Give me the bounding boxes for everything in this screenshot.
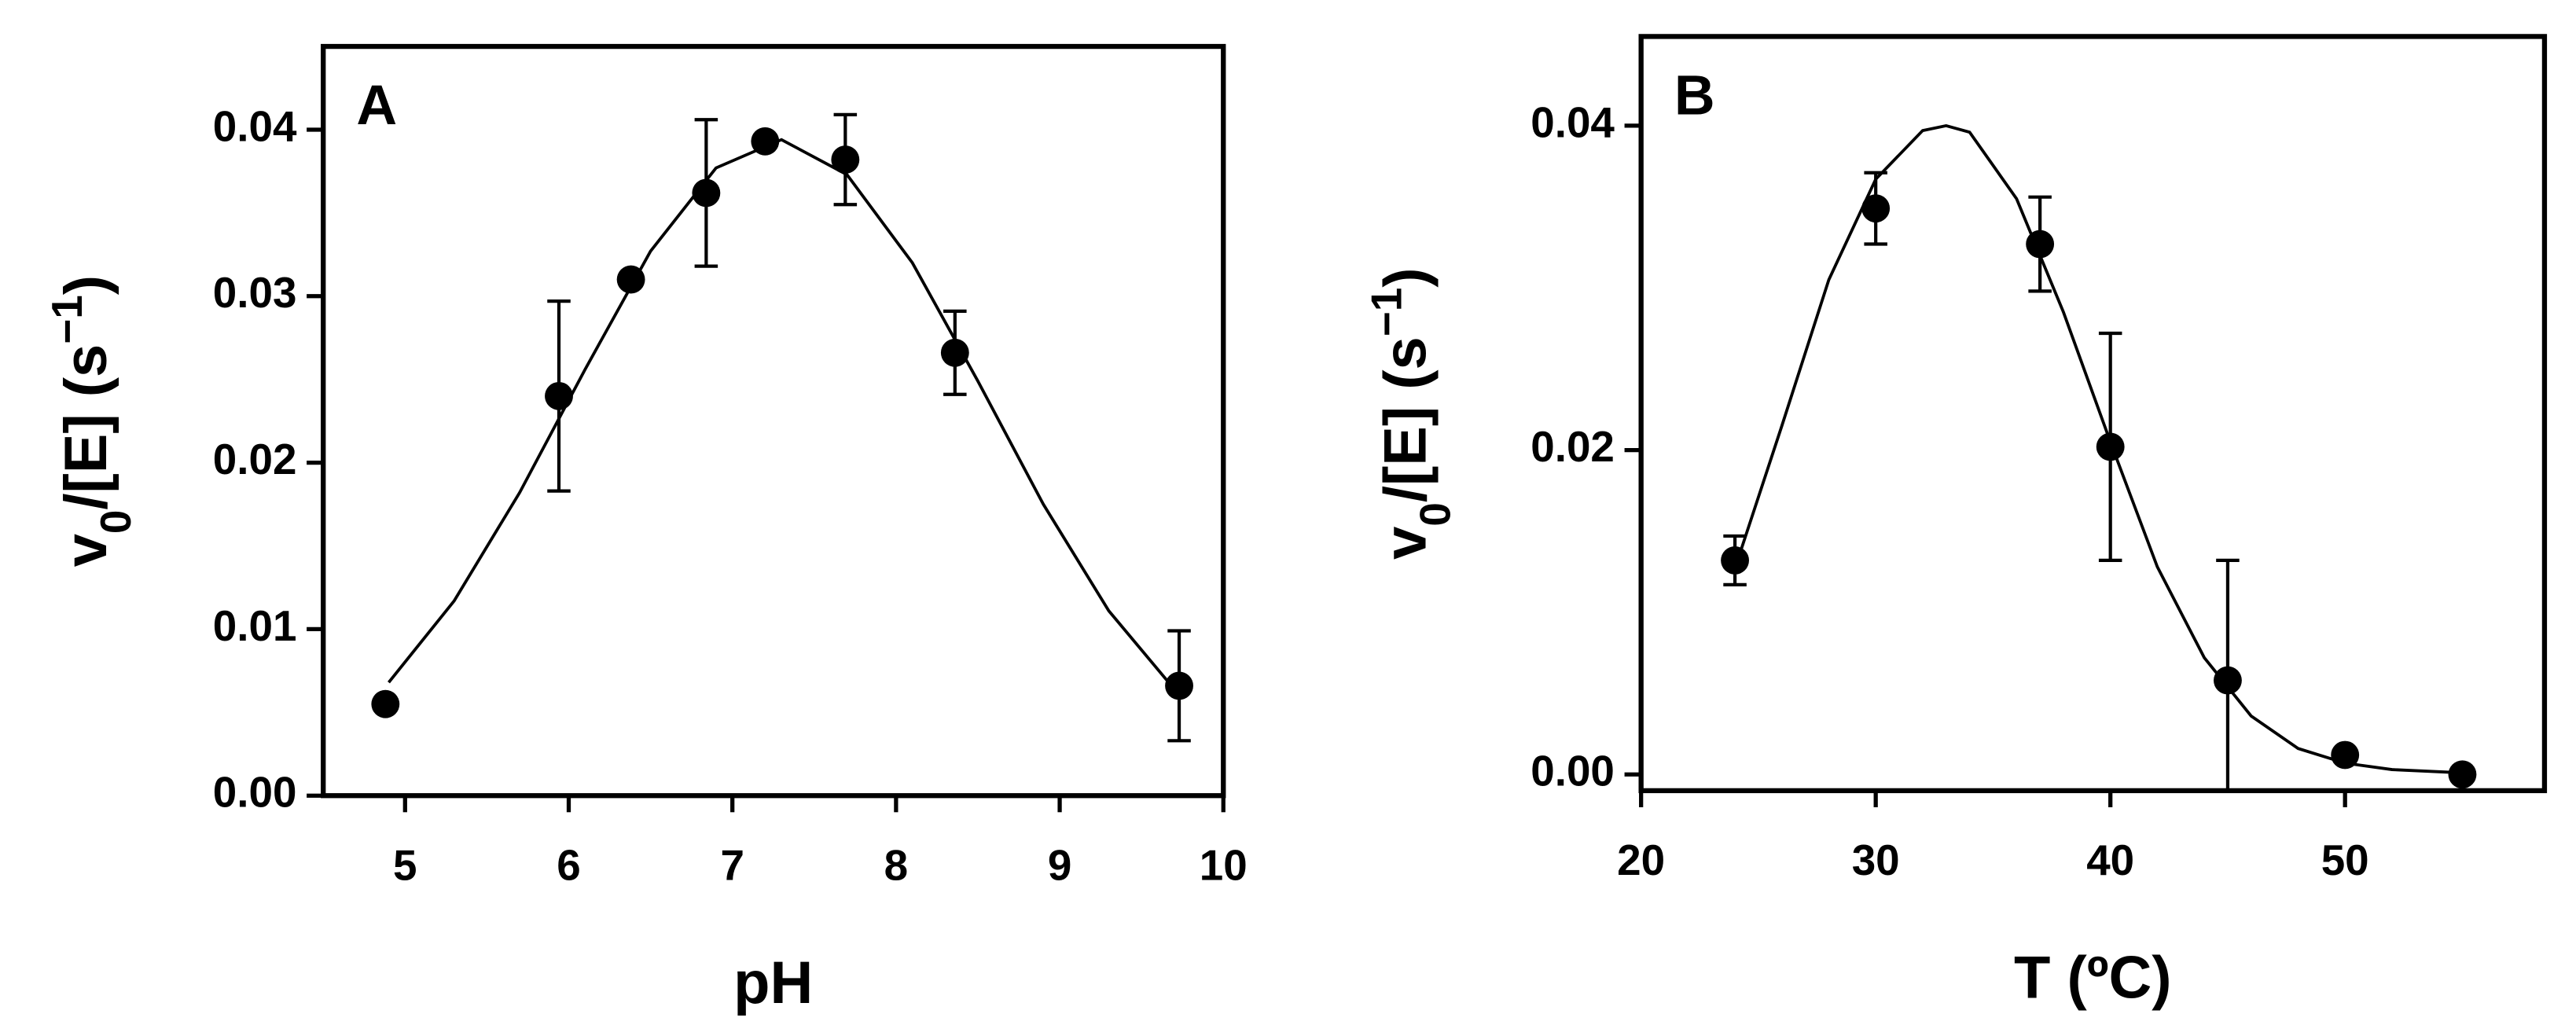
y-axis-label-part: v bbox=[1373, 527, 1439, 560]
y-tick-label: 0.00 bbox=[1531, 747, 1615, 795]
x-tick-label: 9 bbox=[1048, 840, 1071, 889]
x-tick-label: 6 bbox=[557, 840, 580, 889]
y-axis-label-part: /[E] (s bbox=[1373, 336, 1439, 502]
y-axis-label-part: /[E] (s bbox=[53, 344, 119, 510]
x-tick-label: 10 bbox=[1200, 840, 1248, 889]
data-point bbox=[2214, 666, 2242, 695]
x-axis-label: T (ºC) bbox=[2014, 944, 2172, 1011]
data-point bbox=[371, 689, 400, 718]
data-point bbox=[2331, 740, 2360, 770]
data-point bbox=[616, 265, 645, 294]
x-tick-label: 40 bbox=[2086, 836, 2134, 884]
x-axis-label: pH bbox=[733, 950, 813, 1016]
y-tick-label: 0.01 bbox=[213, 601, 297, 650]
y-tick-label: 0.04 bbox=[213, 101, 297, 150]
y-axis-label-part: ) bbox=[1373, 267, 1439, 287]
y-tick-label: 0.04 bbox=[1531, 97, 1615, 146]
axes-frame bbox=[321, 43, 1226, 799]
axes-frame bbox=[1638, 34, 2548, 794]
y-axis-label: v0/[E] (s−1) bbox=[1362, 267, 1460, 559]
plot-area bbox=[388, 112, 1191, 743]
panel-label: B bbox=[1674, 64, 1715, 127]
x-tick-label: 8 bbox=[884, 840, 908, 889]
y-tick-label: 0.02 bbox=[213, 435, 297, 483]
x-tick-label: 7 bbox=[720, 840, 744, 889]
y-axis-label-part: v bbox=[53, 534, 119, 567]
y-tick-label: 0.03 bbox=[213, 268, 297, 317]
data-point bbox=[831, 145, 860, 175]
data-point bbox=[545, 381, 573, 410]
x-tick-label: 5 bbox=[393, 840, 417, 889]
data-point bbox=[2448, 760, 2477, 789]
y-axis-label-part: −1 bbox=[42, 295, 91, 344]
data-point bbox=[692, 178, 721, 208]
y-tick-label: 0.02 bbox=[1531, 422, 1615, 471]
data-point bbox=[751, 127, 780, 156]
fit-curve bbox=[1733, 123, 2463, 775]
x-tick-label: 20 bbox=[1617, 836, 1665, 884]
data-point bbox=[2026, 230, 2055, 259]
y-axis-label: v0/[E] (s−1) bbox=[42, 275, 140, 567]
y-axis-label-part: 0 bbox=[1411, 502, 1460, 526]
plot-area bbox=[1723, 123, 2463, 791]
data-point bbox=[1165, 671, 1193, 700]
data-point bbox=[2096, 432, 2125, 461]
fit-curve bbox=[388, 138, 1176, 690]
data-point bbox=[940, 338, 969, 367]
y-axis-label-part: ) bbox=[53, 275, 119, 295]
x-tick-label: 50 bbox=[2321, 836, 2369, 884]
data-point bbox=[1721, 546, 1749, 575]
y-tick-label: 0.00 bbox=[213, 768, 297, 817]
y-axis-label-part: 0 bbox=[91, 510, 140, 534]
data-point bbox=[1861, 194, 1891, 223]
panel-label: A bbox=[356, 74, 397, 137]
x-tick-label: 30 bbox=[1852, 836, 1900, 884]
y-axis-label-part: −1 bbox=[1362, 288, 1411, 337]
